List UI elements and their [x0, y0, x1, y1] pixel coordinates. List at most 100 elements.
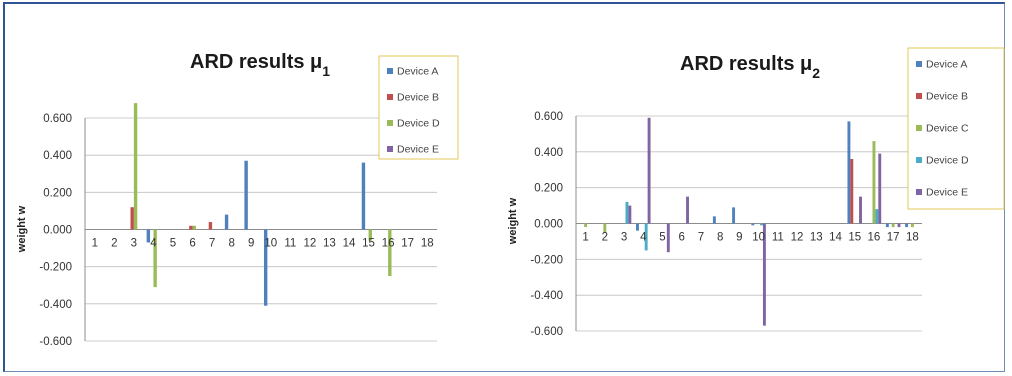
x-tick-label: 2 — [602, 232, 608, 244]
bar — [762, 223, 766, 326]
bar — [859, 196, 862, 224]
legend-entry: Device E — [926, 187, 968, 199]
legend-entry: Device C — [926, 123, 969, 135]
x-tick-label: 17 — [887, 232, 900, 244]
chart-2: 0.600 0.400 0.200 0.000 -0.200 -0.400 -0.600 AR… — [507, 47, 1005, 338]
y-tick-label: 0.200 — [534, 183, 563, 195]
bar — [905, 223, 909, 228]
legend-box — [907, 47, 1005, 210]
bar — [751, 223, 755, 226]
legend-swatch — [916, 157, 922, 163]
bar — [133, 103, 138, 230]
legend-swatch — [387, 146, 393, 152]
bar — [712, 216, 716, 224]
x-tick-label: 9 — [736, 232, 742, 244]
x-tick-label: 4 — [150, 238, 157, 250]
bar — [189, 225, 193, 230]
bar — [891, 223, 895, 228]
bar — [897, 223, 901, 228]
bar — [878, 153, 882, 224]
legend-entry: Device E — [397, 144, 439, 156]
legend-swatch — [387, 120, 393, 126]
y-tick-label: -0.400 — [39, 299, 72, 311]
bar — [146, 229, 151, 243]
x-tick-label: 3 — [131, 238, 137, 250]
legend-swatch — [916, 189, 922, 195]
bar — [263, 229, 268, 306]
y-tick-label: 0.400 — [534, 147, 563, 159]
chart-title-subscript: 1 — [322, 63, 330, 79]
bar — [388, 229, 392, 276]
bar — [208, 222, 213, 230]
x-tick-label: 6 — [189, 238, 195, 250]
y-tick-label: 0.600 — [43, 113, 72, 125]
legend-entry: Device B — [926, 91, 968, 103]
y-tick-label: 0.400 — [43, 150, 72, 162]
x-tick-label: 11 — [284, 238, 296, 250]
legend: Device A Device B Device D Device E — [378, 55, 459, 160]
legend-swatch — [916, 125, 922, 131]
legend-swatch — [916, 93, 922, 99]
y-tick-label: -0.600 — [530, 326, 563, 338]
x-tick-label: 16 — [868, 232, 881, 244]
chart-1: 0.600 0.400 0.200 0.000 -0.200 -0.400 -0.600 AR… — [16, 51, 459, 348]
legend-box — [378, 55, 459, 160]
bar — [644, 223, 648, 251]
x-tick-label: 9 — [248, 238, 254, 250]
x-tick-label: 14 — [343, 238, 356, 250]
y-tick-label: 0.600 — [534, 111, 563, 123]
bar — [636, 223, 639, 231]
legend-swatch — [916, 61, 922, 67]
bar — [130, 207, 134, 230]
x-tick-label: 6 — [679, 232, 685, 244]
x-tick-label: 17 — [401, 238, 414, 250]
legend-entry: Device A — [397, 66, 438, 78]
bar — [628, 205, 632, 224]
bar — [875, 209, 879, 224]
x-tick-label: 18 — [421, 238, 434, 250]
x-tick-label: 1 — [92, 238, 98, 250]
bar — [647, 117, 651, 224]
legend-entry: Device B — [397, 92, 439, 104]
legend-swatch — [387, 68, 393, 74]
x-tick-label: 8 — [228, 238, 234, 250]
bar — [368, 229, 372, 241]
y-tick-label: -0.600 — [39, 336, 72, 348]
x-tick-label: 15 — [848, 232, 861, 244]
x-tick-label: 13 — [323, 238, 336, 250]
bar — [760, 223, 763, 226]
x-tick-label: 12 — [791, 232, 804, 244]
bar — [361, 162, 366, 230]
bar — [686, 196, 689, 224]
legend-entry: Device D — [926, 155, 969, 167]
y-axis-label: weight w — [507, 197, 519, 245]
bar — [847, 121, 851, 224]
x-tick-label: 12 — [303, 238, 316, 250]
y-tick-label: 0.000 — [534, 219, 563, 231]
x-tick-label: 10 — [264, 238, 277, 250]
bar — [244, 160, 248, 230]
x-tick-label: 7 — [209, 238, 215, 250]
x-tick-label: 11 — [772, 232, 784, 244]
chart-title-subscript: 2 — [812, 65, 820, 81]
x-tick-label: 1 — [582, 232, 588, 244]
x-tick-label: 14 — [829, 232, 842, 244]
y-tick-label: -0.400 — [530, 290, 563, 302]
x-tick-label: 5 — [170, 238, 176, 250]
chart-title-main: ARD results μ — [190, 51, 322, 73]
chart-title: ARD results μ1 — [190, 51, 330, 79]
bar — [666, 223, 670, 253]
y-axis-label: weight w — [16, 205, 28, 253]
x-tick-label: 5 — [659, 232, 665, 244]
legend-entry: Device A — [926, 59, 967, 71]
bar — [872, 141, 876, 224]
x-tick-label: 2 — [111, 238, 117, 250]
bar — [584, 223, 588, 228]
x-tick-label: 8 — [717, 232, 723, 244]
x-tick-label: 13 — [810, 232, 823, 244]
bar — [603, 223, 607, 233]
bar — [192, 225, 196, 230]
bar — [732, 207, 736, 224]
